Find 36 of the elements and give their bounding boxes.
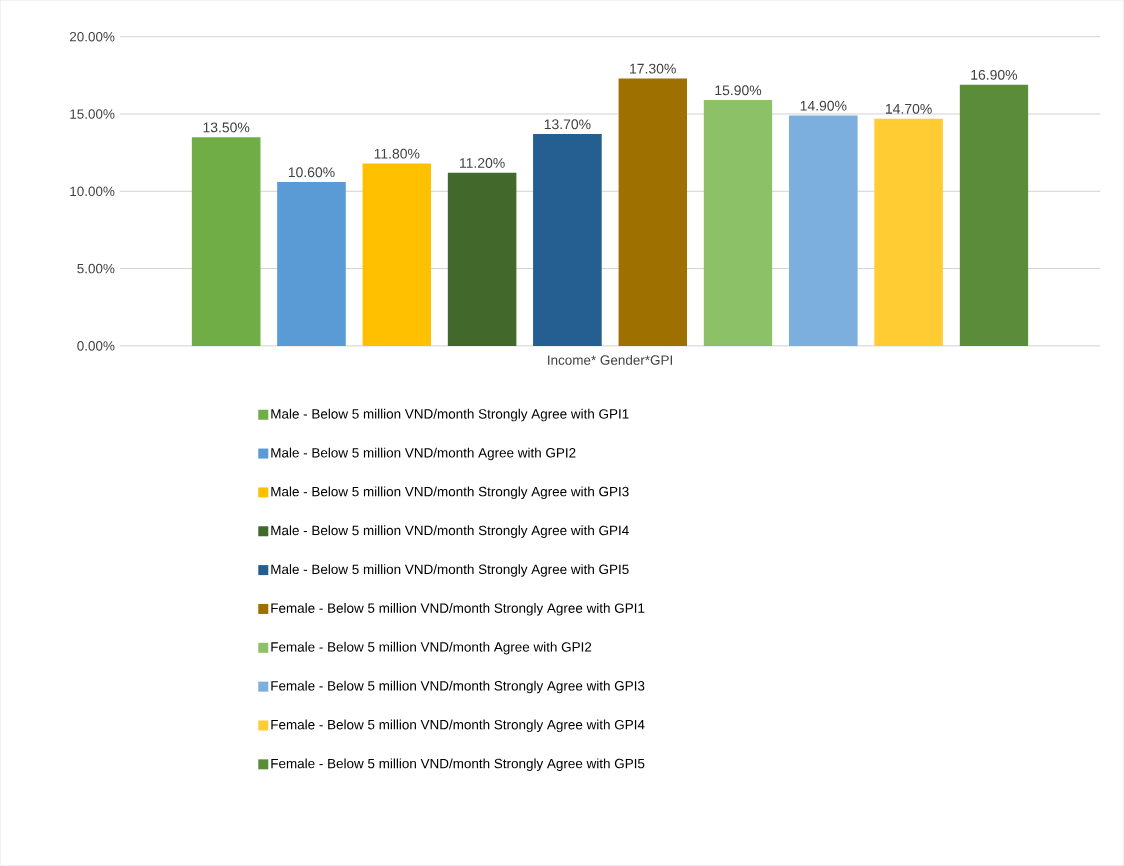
data-label: 13.50% bbox=[203, 122, 250, 133]
data-label: 11.80% bbox=[374, 148, 420, 159]
data-label: 14.70% bbox=[886, 103, 932, 114]
bar bbox=[191, 137, 261, 346]
bar bbox=[874, 118, 943, 346]
y-tick-label: 20.00% bbox=[69, 32, 115, 42]
legend-label: Male - Below 5 million VND/month Strongly Agree with GPI1 bbox=[271, 408, 629, 422]
bar bbox=[277, 182, 346, 346]
data-label: 11.20% bbox=[459, 158, 505, 168]
legend-label: Male - Below 5 million VND/month Strongly Agree with GPI5 bbox=[271, 564, 629, 577]
data-label: 15.90% bbox=[715, 85, 762, 96]
data-label: 10.60% bbox=[288, 167, 335, 178]
data-label: 17.30% bbox=[630, 63, 676, 74]
legend-label: Male - Below 5 million VND/month Agree with GPI2 bbox=[271, 447, 576, 461]
bar bbox=[788, 115, 858, 346]
bar bbox=[533, 134, 602, 346]
y-tick-label: 15.00% bbox=[70, 109, 115, 119]
legend-label: Female - Below 5 million VND/month Strongly Agree with GPI3 bbox=[271, 680, 645, 694]
legend-label: Female - Below 5 million VND/month Strongly Agree with GPI1 bbox=[271, 603, 645, 616]
x-tick-label: Income* Gender*GPI bbox=[548, 355, 672, 365]
bar bbox=[703, 100, 773, 346]
legend-label: Male - Below 5 million VND/month Strongly Agree with GPI4 bbox=[271, 525, 629, 538]
bar bbox=[447, 172, 517, 346]
bar bbox=[362, 163, 432, 346]
legend-label: Female - Below 5 million VND/month Strongly Agree with GPI5 bbox=[271, 758, 645, 772]
data-label: 16.90% bbox=[971, 69, 1018, 80]
y-tick-label: 0.00% bbox=[77, 341, 115, 351]
bar bbox=[618, 78, 688, 346]
legend-label: Female - Below 5 million VND/month Agree with GPI2 bbox=[271, 641, 592, 655]
bar bbox=[959, 84, 1029, 346]
legend-label: Male - Below 5 million VND/month Strongly Agree with GPI3 bbox=[271, 486, 629, 500]
y-tick-label: 5.00% bbox=[77, 263, 115, 274]
legend-label: Female - Below 5 million VND/month Strongly Agree with GPI4 bbox=[271, 719, 645, 733]
data-label: 13.70% bbox=[544, 119, 591, 130]
y-tick-label: 10.00% bbox=[70, 186, 115, 197]
data-label: 14.90% bbox=[800, 100, 847, 111]
